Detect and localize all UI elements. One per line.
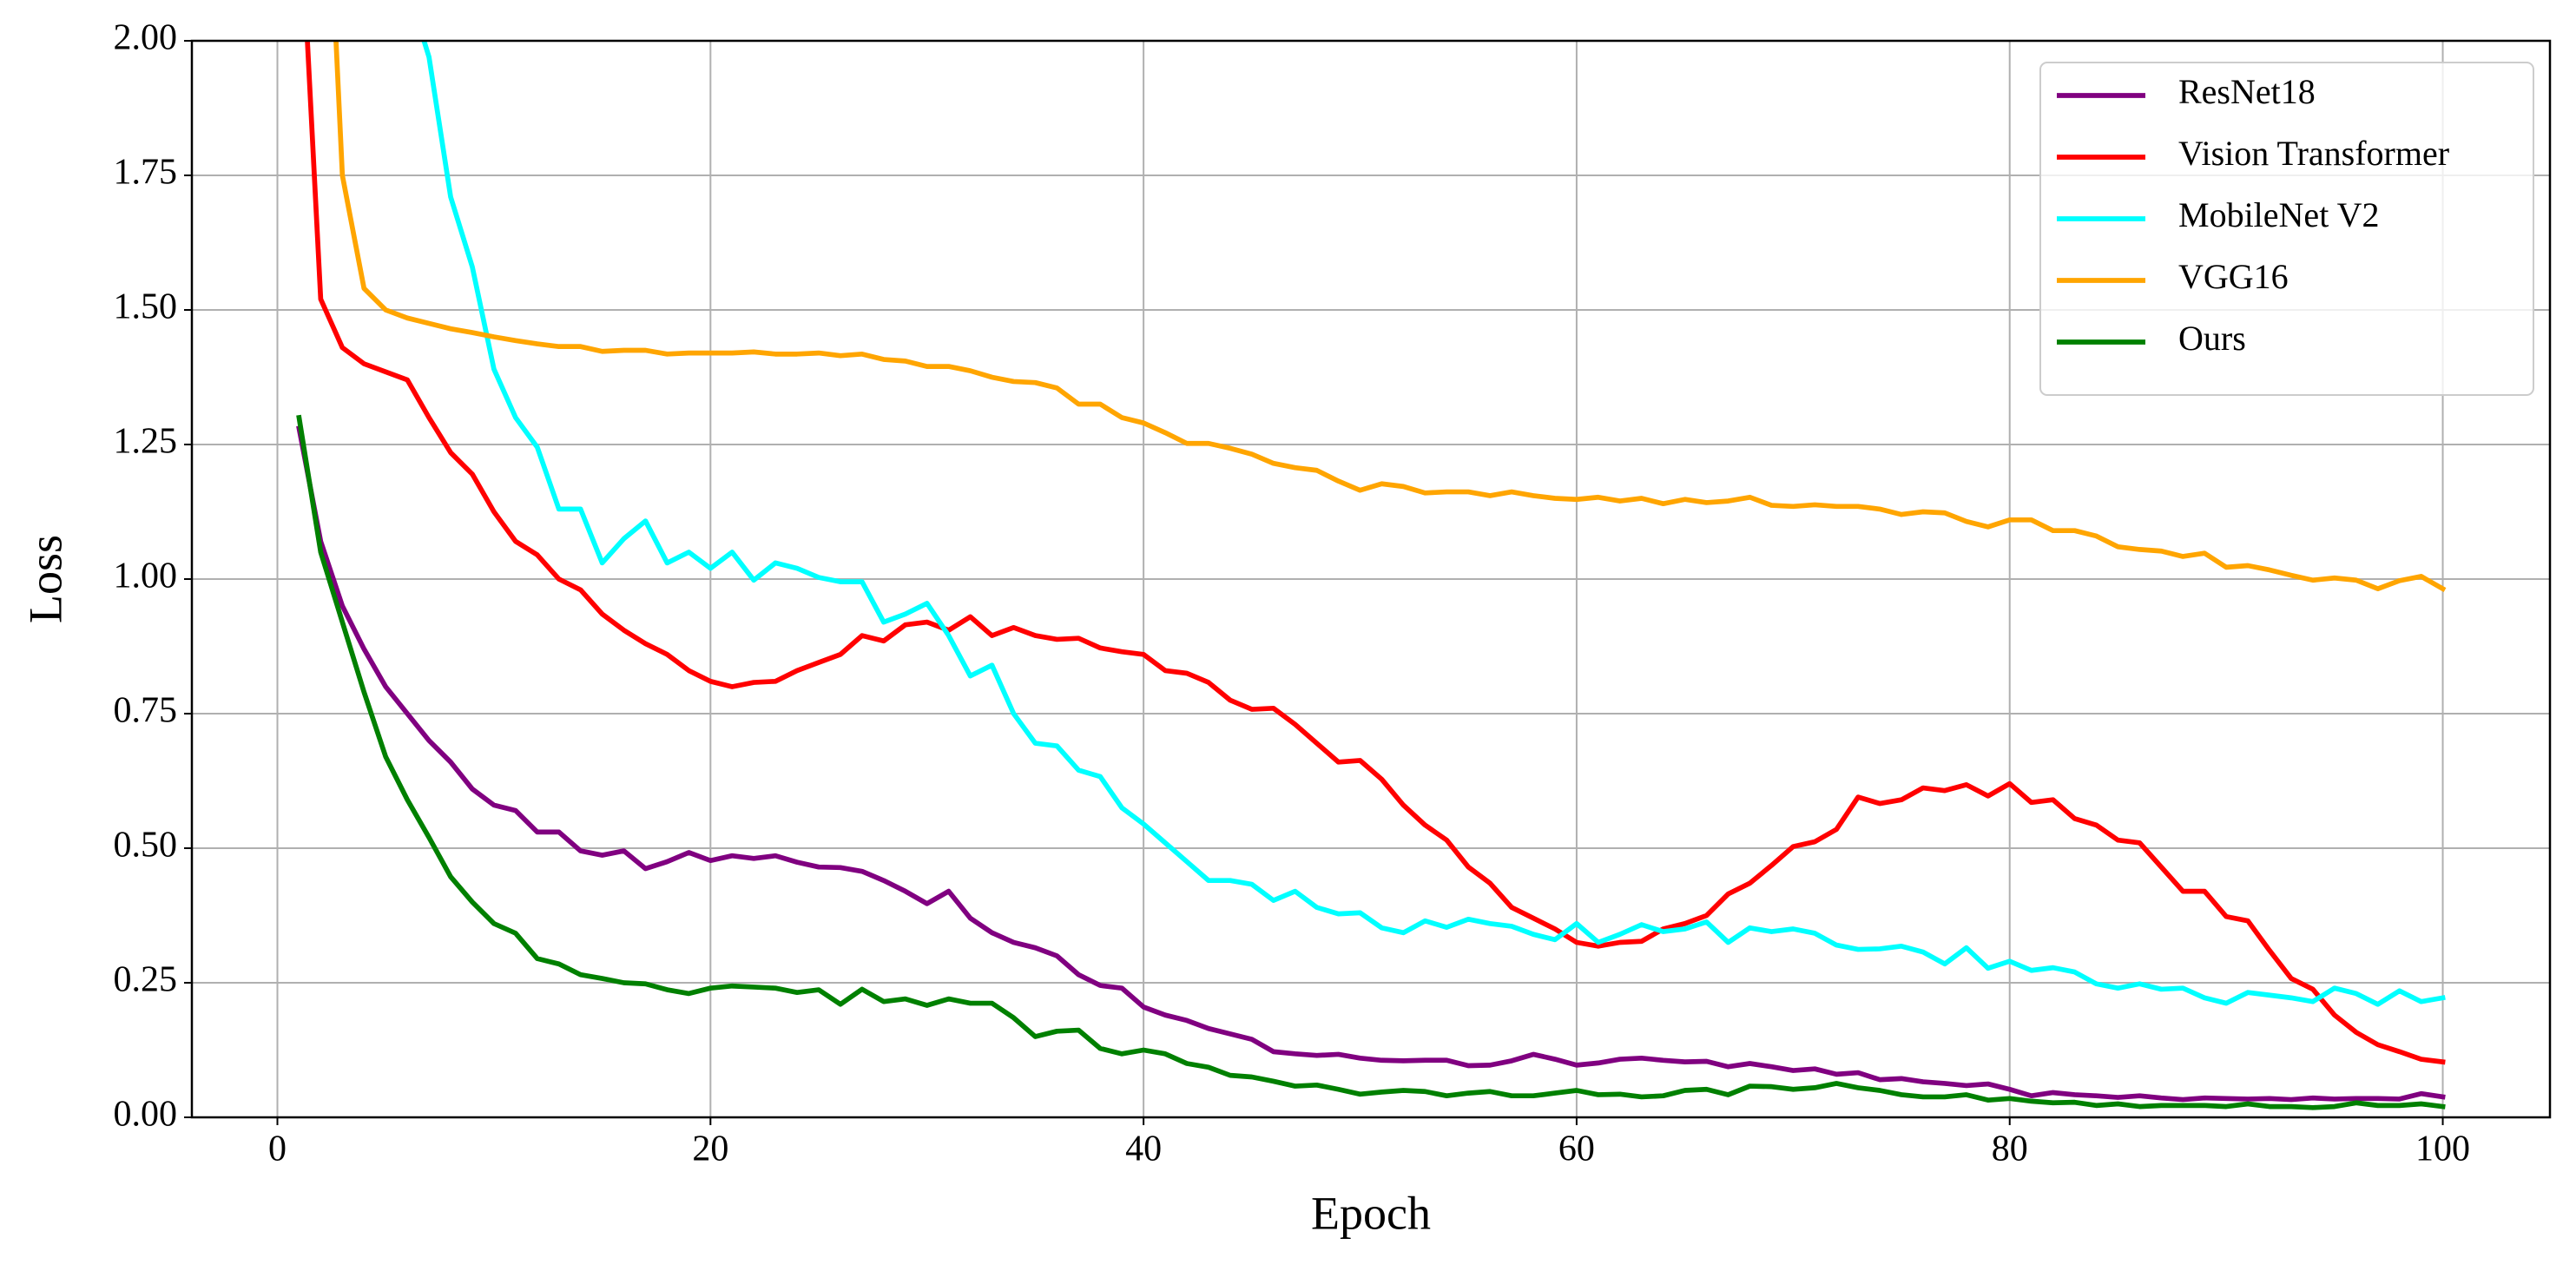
series-line bbox=[333, 41, 2447, 593]
series-line bbox=[305, 41, 2446, 1065]
series-line bbox=[296, 414, 2446, 1110]
y-tick-label: 2.00 bbox=[114, 18, 178, 58]
x-tick-label: 20 bbox=[692, 1129, 728, 1169]
y-tick-label: 1.25 bbox=[114, 422, 178, 462]
series-line bbox=[421, 41, 2446, 1007]
y-tick-label: 0.75 bbox=[114, 691, 178, 731]
y-tick-label: 0.25 bbox=[114, 960, 178, 1000]
legend-label: VGG16 bbox=[2178, 257, 2289, 296]
legend-label: MobileNet V2 bbox=[2178, 195, 2379, 234]
y-tick-label: 0.00 bbox=[114, 1095, 178, 1135]
legend-box bbox=[2039, 62, 2534, 396]
legend: ResNet18 Vision Transformer MobileNet V2 VG… bbox=[2039, 62, 2534, 396]
y-tick-label: 1.00 bbox=[114, 556, 178, 596]
legend-label: Ours bbox=[2178, 319, 2246, 358]
x-tick-label: 100 bbox=[2415, 1129, 2470, 1169]
legend-label: Vision Transformer bbox=[2178, 134, 2449, 173]
y-tick-label: 0.50 bbox=[114, 826, 178, 866]
series-line bbox=[296, 425, 2446, 1103]
y-tick-label: 1.50 bbox=[114, 287, 178, 327]
x-tick-label: 60 bbox=[1558, 1129, 1595, 1169]
ticks: 0.00 0.25 0.50 0.75 1.00 1.25 1.50 1.75 2.00 0 20 4… bbox=[114, 18, 2471, 1169]
x-tick-label: 0 bbox=[268, 1129, 287, 1169]
x-tick-label: 80 bbox=[1992, 1129, 2028, 1169]
legend-label: ResNet18 bbox=[2178, 72, 2316, 111]
y-tick-label: 1.75 bbox=[114, 153, 178, 193]
y-axis-label: Loss bbox=[19, 535, 71, 623]
x-axis-label: Epoch bbox=[1311, 1187, 1431, 1239]
x-tick-label: 40 bbox=[1125, 1129, 1162, 1169]
plot-area bbox=[296, 41, 2447, 1110]
